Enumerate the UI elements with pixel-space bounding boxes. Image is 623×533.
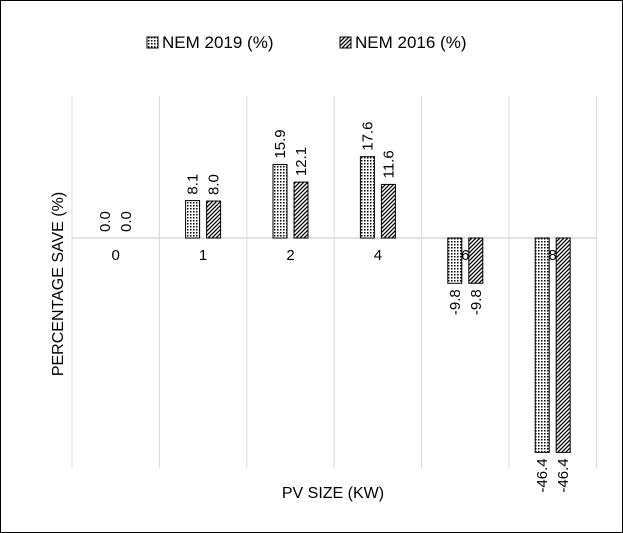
x-tick-label: 2 [286,247,294,264]
data-label: 17.6 [359,121,376,150]
bar-nem2019-6 [447,237,463,284]
bar-nem2016-2 [293,181,309,239]
x-tick-label: 1 [199,247,207,264]
bar-nem2019-4 [359,156,375,239]
x-tick-label: 8 [549,247,557,264]
legend: NEM 2019 (%) NEM 2016 (%) [146,33,466,52]
data-label: -9.8 [468,289,485,315]
bar-nem2016-6 [468,237,484,284]
legend-label: NEM 2016 (%) [355,33,466,52]
y-axis-title: PERCENTAGE SAVE (%) [50,192,67,376]
bars [185,156,571,453]
x-tick-label: 0 [112,247,120,264]
bar-nem2019-8 [534,237,550,453]
data-label: -9.8 [447,289,464,315]
data-label: 11.6 [380,150,397,178]
data-label: 15.9 [272,129,289,158]
data-label: 0.0 [118,211,135,232]
legend-swatch [146,36,159,49]
bar-nem2019-1 [185,200,201,239]
legend-label: NEM 2019 (%) [162,33,273,52]
category-gridlines [71,96,597,468]
bar-nem2019-2 [272,164,288,239]
bar-nem2016-4 [380,183,396,239]
x-tick-labels: 0 1 2 4 6 8 [112,247,557,264]
data-label: 0.0 [97,211,114,232]
data-label: -46.4 [555,458,572,492]
data-label: 8.1 [185,174,202,195]
data-label: 8.0 [206,174,223,195]
bar-nem2016-1 [206,200,222,239]
data-label: 12.1 [293,147,310,176]
x-tick-label: 6 [461,247,469,264]
legend-swatch [339,36,352,49]
data-label: -46.4 [534,458,551,492]
data-labels: 0.0 0.0 8.1 8.0 15.912.1 17.611.6 -9.8 -9.8 -46.… [97,121,572,492]
x-axis-title: PV SIZE (KW) [282,485,384,502]
x-tick-label: 4 [374,247,382,264]
bar-nem2016-8 [555,237,571,453]
